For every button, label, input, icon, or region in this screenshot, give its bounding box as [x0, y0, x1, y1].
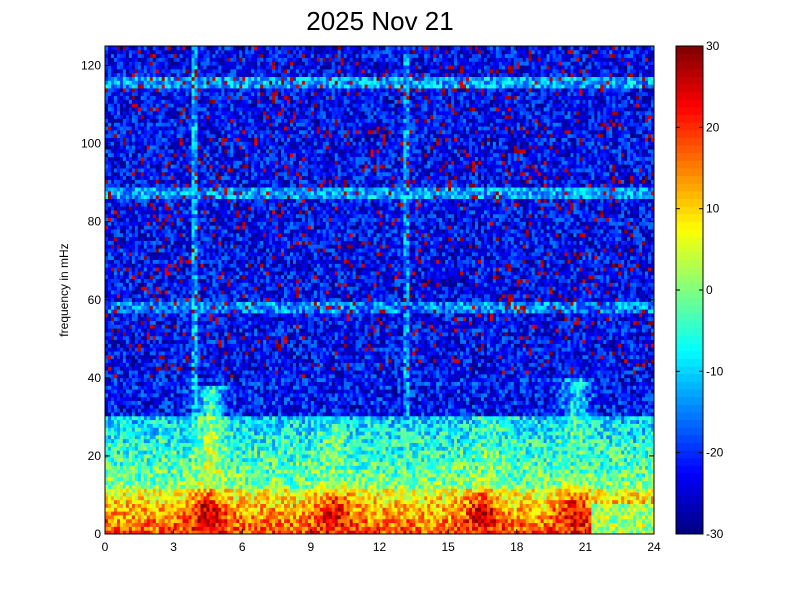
x-tick-label: 3 — [170, 540, 177, 554]
colorbar-swatch — [676, 366, 703, 374]
colorbar-swatch — [676, 382, 703, 390]
colorbar-tick-label: -30 — [706, 527, 724, 541]
colorbar-swatch — [676, 275, 703, 283]
colorbar-swatch — [676, 427, 703, 435]
colorbar-swatch — [676, 199, 703, 207]
y-tick-label: 20 — [88, 449, 102, 463]
colorbar-swatch — [676, 206, 703, 214]
colorbar-swatch — [676, 420, 703, 428]
colorbar-swatch — [676, 99, 703, 107]
colorbar-swatch — [676, 61, 703, 69]
colorbar-swatch — [676, 122, 703, 130]
colorbar-swatch — [676, 321, 703, 329]
colorbar-swatch — [676, 511, 703, 519]
colorbar-swatch — [676, 115, 703, 123]
colorbar-swatch — [676, 214, 703, 222]
colorbar-swatch — [676, 176, 703, 184]
y-tick-label: 80 — [88, 215, 102, 229]
colorbar-swatch — [676, 435, 703, 443]
colorbar: -30 -20 -10 0 10 20 30 — [676, 39, 724, 541]
colorbar-tick-label: -10 — [706, 364, 724, 378]
colorbar-swatch — [676, 488, 703, 496]
colorbar-swatch — [676, 298, 703, 306]
colorbar-tick-label: 30 — [706, 39, 720, 53]
colorbar-swatch — [676, 183, 703, 191]
colorbar-swatch — [676, 267, 703, 275]
heatmap-cells — [105, 46, 655, 535]
x-tick-label: 18 — [510, 540, 524, 554]
colorbar-swatch — [676, 412, 703, 420]
colorbar-swatch — [676, 54, 703, 62]
colorbar-swatch — [676, 145, 703, 153]
y-tick-label: 40 — [88, 371, 102, 385]
x-tick-label: 9 — [308, 540, 315, 554]
colorbar-swatch — [676, 397, 703, 405]
y-tick-label: 0 — [94, 527, 101, 541]
colorbar-swatch — [676, 458, 703, 466]
colorbar-swatch — [676, 305, 703, 313]
colorbar-swatch — [676, 237, 703, 245]
colorbar-swatch — [676, 465, 703, 473]
colorbar-swatch — [676, 504, 703, 512]
colorbar-swatch — [676, 404, 703, 412]
x-tick-label: 24 — [647, 540, 661, 554]
colorbar-swatch — [676, 336, 703, 344]
colorbar-swatch — [676, 374, 703, 382]
colorbar-swatch — [676, 328, 703, 336]
x-tick-label: 12 — [373, 540, 387, 554]
x-tick-label: 21 — [579, 540, 593, 554]
colorbar-swatch — [676, 519, 703, 527]
colorbar-swatch — [676, 77, 703, 85]
colorbar-swatch — [676, 359, 703, 367]
colorbar-swatch — [676, 282, 703, 290]
colorbar-swatch — [676, 313, 703, 321]
colorbar-tick-label: 0 — [706, 283, 713, 297]
colorbar-swatch — [676, 130, 703, 138]
colorbar-swatch — [676, 92, 703, 100]
colorbar-swatch — [676, 252, 703, 260]
colorbar-swatch — [676, 496, 703, 504]
x-tick-label: 15 — [441, 540, 455, 554]
x-tick-label: 6 — [239, 540, 246, 554]
colorbar-swatch — [676, 260, 703, 268]
colorbar-tick-label: 10 — [706, 202, 720, 216]
colorbar-swatch — [676, 450, 703, 458]
y-tick-label: 120 — [81, 59, 101, 73]
colorbar-swatch — [676, 526, 703, 534]
colorbar-swatch — [676, 473, 703, 481]
colorbar-swatch — [676, 290, 703, 298]
y-tick-label: 100 — [81, 137, 101, 151]
colorbar-swatch — [676, 244, 703, 252]
colorbar-swatch — [676, 168, 703, 176]
colorbar-swatch — [676, 69, 703, 77]
colorbar-swatch — [676, 191, 703, 199]
colorbar-tick-label: 20 — [706, 120, 720, 134]
colorbar-swatch — [676, 153, 703, 161]
colorbar-swatch — [676, 221, 703, 229]
colorbar-swatch — [676, 107, 703, 115]
colorbar-swatch — [676, 351, 703, 359]
colorbar-swatch — [676, 389, 703, 397]
colorbar-swatch — [676, 138, 703, 146]
colorbar-swatch — [676, 229, 703, 237]
colorbar-swatch — [676, 46, 703, 54]
colorbar-swatch — [676, 343, 703, 351]
colorbar-swatch — [676, 481, 703, 489]
y-tick-label: 60 — [88, 293, 102, 307]
colorbar-swatch — [676, 84, 703, 92]
colorbar-tick-label: -20 — [706, 446, 724, 460]
x-tick-label: 0 — [102, 540, 109, 554]
colorbar-swatch — [676, 160, 703, 168]
colorbar-swatch — [676, 443, 703, 451]
